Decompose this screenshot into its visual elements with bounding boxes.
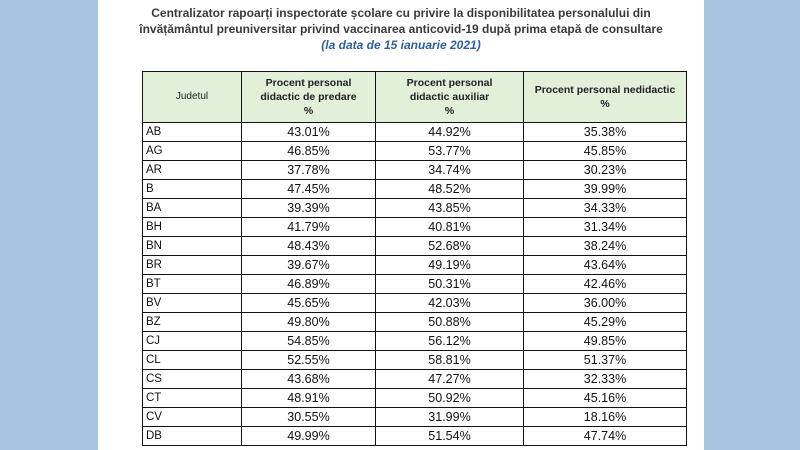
cell-auxiliar: 49.19% bbox=[375, 255, 524, 275]
cell-nedidactic: 51.37% bbox=[523, 350, 687, 370]
table-row: DB 49.99% 51.54% 47.74% bbox=[142, 426, 687, 446]
table-row: CT 48.91% 50.92% 45.16% bbox=[142, 388, 687, 408]
cell-judet: BR bbox=[142, 255, 242, 275]
cell-nedidactic: 35.38% bbox=[523, 122, 687, 142]
cell-nedidactic: 31.34% bbox=[523, 217, 687, 237]
header-judet: Judetul bbox=[142, 71, 242, 123]
table-row: BZ 49.80% 50.88% 45.29% bbox=[142, 312, 687, 332]
cell-auxiliar: 50.92% bbox=[375, 388, 524, 408]
cell-nedidactic: 34.33% bbox=[523, 198, 687, 218]
cell-judet: BV bbox=[142, 293, 242, 313]
cell-nedidactic: 30.23% bbox=[523, 160, 687, 180]
cell-auxiliar: 31.99% bbox=[375, 407, 524, 427]
table-row: BT 46.89% 50.31% 42.46% bbox=[142, 274, 687, 294]
cell-auxiliar: 52.68% bbox=[375, 236, 524, 256]
table-row: AB 43.01% 44.92% 35.38% bbox=[142, 122, 687, 142]
cell-auxiliar: 43.85% bbox=[375, 198, 524, 218]
cell-nedidactic: 32.33% bbox=[523, 369, 687, 389]
table-row: CV 30.55% 31.99% 18.16% bbox=[142, 407, 687, 427]
cell-judet: CT bbox=[142, 388, 242, 408]
table-row: CL 52.55% 58.81% 51.37% bbox=[142, 350, 687, 370]
cell-nedidactic: 43.64% bbox=[523, 255, 687, 275]
cell-predare: 54.85% bbox=[241, 331, 376, 351]
cell-nedidactic: 18.16% bbox=[523, 407, 687, 427]
cell-nedidactic: 47.74% bbox=[523, 426, 687, 446]
cell-auxiliar: 48.52% bbox=[375, 179, 524, 199]
header-didactic-auxiliar: Procent personal didactic auxiliar % bbox=[375, 71, 524, 123]
document-heading: Centralizator rapoarți inspectorate școl… bbox=[98, 5, 704, 53]
cell-nedidactic: 39.99% bbox=[523, 179, 687, 199]
table-row: CJ 54.85% 56.12% 49.85% bbox=[142, 331, 687, 351]
cell-judet: BA bbox=[142, 198, 242, 218]
cell-predare: 52.55% bbox=[241, 350, 376, 370]
table-row: B 47.45% 48.52% 39.99% bbox=[142, 179, 687, 199]
cell-predare: 47.45% bbox=[241, 179, 376, 199]
cell-judet: CJ bbox=[142, 331, 242, 351]
cell-predare: 39.67% bbox=[241, 255, 376, 275]
cell-auxiliar: 44.92% bbox=[375, 122, 524, 142]
cell-judet: DB bbox=[142, 426, 242, 446]
table-row: BV 45.65% 42.03% 36.00% bbox=[142, 293, 687, 313]
cell-auxiliar: 47.27% bbox=[375, 369, 524, 389]
cell-nedidactic: 49.85% bbox=[523, 331, 687, 351]
cell-nedidactic: 38.24% bbox=[523, 236, 687, 256]
cell-nedidactic: 45.85% bbox=[523, 141, 687, 161]
table-body: AB 43.01% 44.92% 35.38% AG 46.85% 53.77% 45.85%… bbox=[142, 122, 687, 446]
table-header-row: Judetul Procent personal didactic de pre… bbox=[142, 71, 687, 123]
cell-nedidactic: 45.29% bbox=[523, 312, 687, 332]
table-row: AG 46.85% 53.77% 45.85% bbox=[142, 141, 687, 161]
table-row: BA 39.39% 43.85% 34.33% bbox=[142, 198, 687, 218]
cell-auxiliar: 56.12% bbox=[375, 331, 524, 351]
cell-predare: 41.79% bbox=[241, 217, 376, 237]
cell-predare: 46.89% bbox=[241, 274, 376, 294]
cell-judet: BT bbox=[142, 274, 242, 294]
cell-judet: CS bbox=[142, 369, 242, 389]
table-row: BR 39.67% 49.19% 43.64% bbox=[142, 255, 687, 275]
title-line-1: Centralizator rapoarți inspectorate școl… bbox=[151, 6, 651, 20]
cell-judet: AG bbox=[142, 141, 242, 161]
cell-auxiliar: 50.31% bbox=[375, 274, 524, 294]
cell-predare: 43.01% bbox=[241, 122, 376, 142]
cell-auxiliar: 42.03% bbox=[375, 293, 524, 313]
cell-predare: 48.43% bbox=[241, 236, 376, 256]
cell-judet: B bbox=[142, 179, 242, 199]
header-nedidactic: Procent personal nedidactic % bbox=[523, 71, 687, 123]
cell-auxiliar: 34.74% bbox=[375, 160, 524, 180]
cell-predare: 48.91% bbox=[241, 388, 376, 408]
cell-predare: 39.39% bbox=[241, 198, 376, 218]
cell-auxiliar: 58.81% bbox=[375, 350, 524, 370]
cell-auxiliar: 50.88% bbox=[375, 312, 524, 332]
cell-judet: CV bbox=[142, 407, 242, 427]
cell-predare: 49.99% bbox=[241, 426, 376, 446]
cell-predare: 45.65% bbox=[241, 293, 376, 313]
header-didactic-predare: Procent personal didactic de predare % bbox=[241, 71, 376, 123]
cell-predare: 37.78% bbox=[241, 160, 376, 180]
cell-judet: BZ bbox=[142, 312, 242, 332]
table-row: BH 41.79% 40.81% 31.34% bbox=[142, 217, 687, 237]
cell-auxiliar: 51.54% bbox=[375, 426, 524, 446]
cell-predare: 46.85% bbox=[241, 141, 376, 161]
cell-auxiliar: 40.81% bbox=[375, 217, 524, 237]
cell-nedidactic: 45.16% bbox=[523, 388, 687, 408]
cell-predare: 43.68% bbox=[241, 369, 376, 389]
document-page: Centralizator rapoarți inspectorate școl… bbox=[98, 0, 704, 450]
cell-nedidactic: 42.46% bbox=[523, 274, 687, 294]
cell-judet: BH bbox=[142, 217, 242, 237]
table-row: AR 37.78% 34.74% 30.23% bbox=[142, 160, 687, 180]
cell-judet: CL bbox=[142, 350, 242, 370]
cell-predare: 49.80% bbox=[241, 312, 376, 332]
cell-judet: AB bbox=[142, 122, 242, 142]
table-row: BN 48.43% 52.68% 38.24% bbox=[142, 236, 687, 256]
title-line-2: învățământul preuniversitar privind vacc… bbox=[139, 22, 663, 36]
cell-judet: AR bbox=[142, 160, 242, 180]
vaccination-table: Judetul Procent personal didactic de pre… bbox=[142, 71, 687, 446]
date-line: (la data de 15 ianuarie 2021) bbox=[321, 38, 481, 52]
table-row: CS 43.68% 47.27% 32.33% bbox=[142, 369, 687, 389]
cell-nedidactic: 36.00% bbox=[523, 293, 687, 313]
cell-predare: 30.55% bbox=[241, 407, 376, 427]
cell-judet: BN bbox=[142, 236, 242, 256]
cell-auxiliar: 53.77% bbox=[375, 141, 524, 161]
